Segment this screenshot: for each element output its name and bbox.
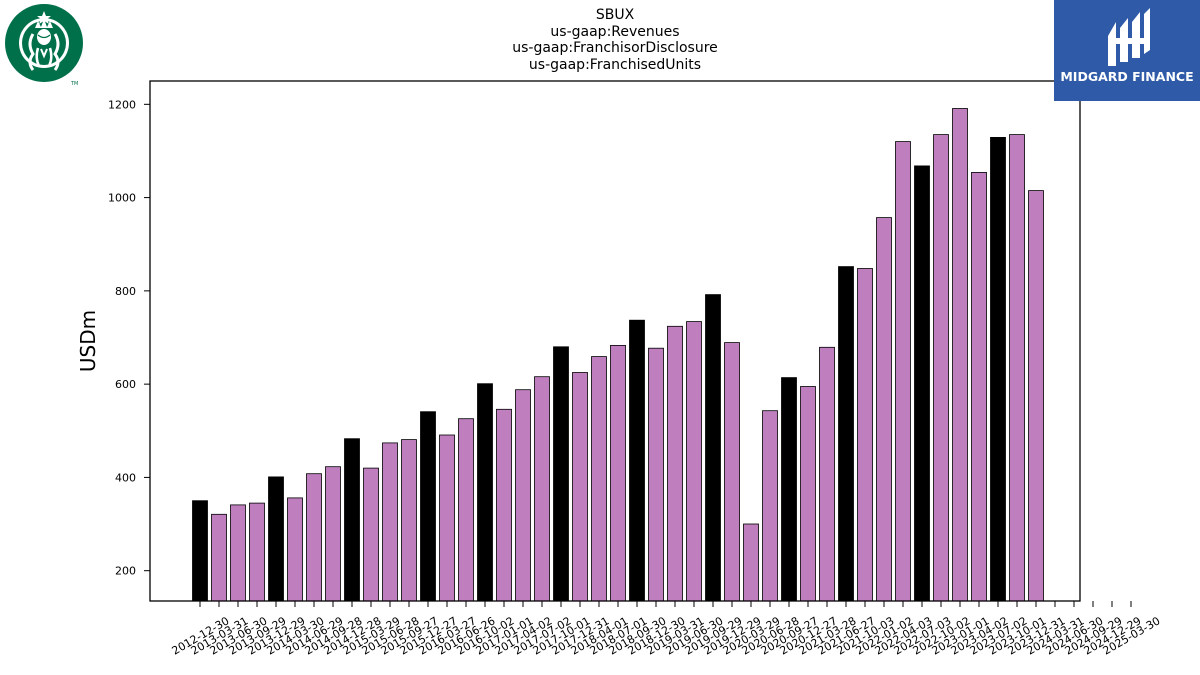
chart-title-line-1: SBUX: [595, 7, 635, 23]
bar-2015-06-28: [382, 442, 398, 602]
bar-2020-09-27: [781, 377, 797, 602]
bar-2013-06-30: [230, 504, 246, 602]
bar-2015-03-29: [363, 467, 379, 602]
bar-2018-07-01: [610, 344, 626, 602]
y-tick-label: 200: [115, 565, 136, 578]
bar-2022-04-03: [895, 141, 911, 602]
midgard-finance-logo: MIDGARD FINANCE: [1054, 0, 1200, 101]
midgard-finance-wordmark: MIDGARD FINANCE: [1060, 69, 1194, 84]
trademark-mark: TM: [70, 81, 78, 87]
bar-2018-04-01: [591, 356, 607, 602]
bar-2018-09-30: [629, 319, 645, 602]
bar-2017-07-02: [534, 376, 550, 602]
bar-2015-12-27: [420, 411, 436, 602]
bar-2014-03-30: [287, 497, 303, 602]
bar-2014-12-28: [344, 438, 360, 602]
y-axis-label: USDm: [76, 310, 100, 372]
bar-2022-07-03: [914, 165, 930, 602]
bar-2017-10-01: [553, 346, 569, 602]
bar-2022-01-02: [876, 217, 892, 602]
starbucks-logo: TM: [5, 4, 83, 87]
bar-2016-10-02: [477, 383, 493, 602]
plot-area-frame: [149, 80, 1081, 602]
chart-title: SBUX us-gaap:Revenues us-gaap:Franchisor…: [315, 7, 915, 73]
bar-2014-09-28: [325, 466, 341, 602]
bar-2021-06-27: [838, 266, 854, 602]
bar-2016-06-26: [458, 418, 474, 602]
bar-2023-12-31: [1028, 190, 1044, 602]
bar-2013-09-29: [249, 502, 265, 602]
bar-2014-06-29: [306, 473, 322, 602]
bar-2023-10-01: [1009, 134, 1025, 602]
bar-2013-03-31: [211, 513, 227, 602]
bar-2023-07-02: [990, 136, 1006, 602]
bar-2023-01-01: [952, 108, 968, 602]
bar-2019-06-30: [686, 321, 702, 602]
chart-title-line-4: us-gaap:FranchisedUnits: [528, 56, 702, 73]
y-tick-label: 400: [115, 471, 136, 484]
bar-2021-03-28: [819, 346, 835, 602]
bar-2022-10-02: [933, 134, 949, 602]
bar-2019-03-31: [667, 325, 683, 602]
bar-2020-12-27: [800, 386, 816, 602]
y-tick-label: 1000: [108, 192, 136, 205]
y-tick-label: 1200: [108, 98, 136, 111]
bar-2021-10-03: [857, 268, 873, 602]
y-axis-ticks: 200 400 600 800 1000 1200: [108, 98, 150, 578]
bar-2020-06-28: [762, 410, 778, 602]
chart-title-line-2: us-gaap:Revenues: [550, 23, 680, 40]
bar-2018-12-30: [648, 347, 664, 602]
bar-2012-12-30: [192, 500, 208, 602]
bar-2019-12-29: [724, 342, 740, 602]
bar-2017-04-02: [515, 389, 531, 602]
bar-2017-12-31: [572, 372, 588, 602]
bar-2023-04-02: [971, 171, 987, 602]
y-tick-label: 600: [115, 378, 136, 391]
bar-2020-03-29: [743, 523, 759, 602]
bar-2016-03-27: [439, 434, 455, 602]
x-axis-ticks: 2012-12-302013-03-312013-06-302013-09-29…: [170, 601, 1163, 658]
bar-2017-01-01: [496, 408, 512, 602]
bar-2019-09-29: [705, 294, 721, 602]
midgard-mark-icon: [1108, 8, 1150, 66]
bar-series: [192, 108, 1044, 602]
chart-title-line-3: us-gaap:FranchisorDisclosure: [512, 40, 718, 56]
bar-2013-12-29: [268, 476, 284, 602]
y-tick-label: 800: [115, 285, 136, 298]
bar-2015-09-27: [401, 439, 417, 602]
